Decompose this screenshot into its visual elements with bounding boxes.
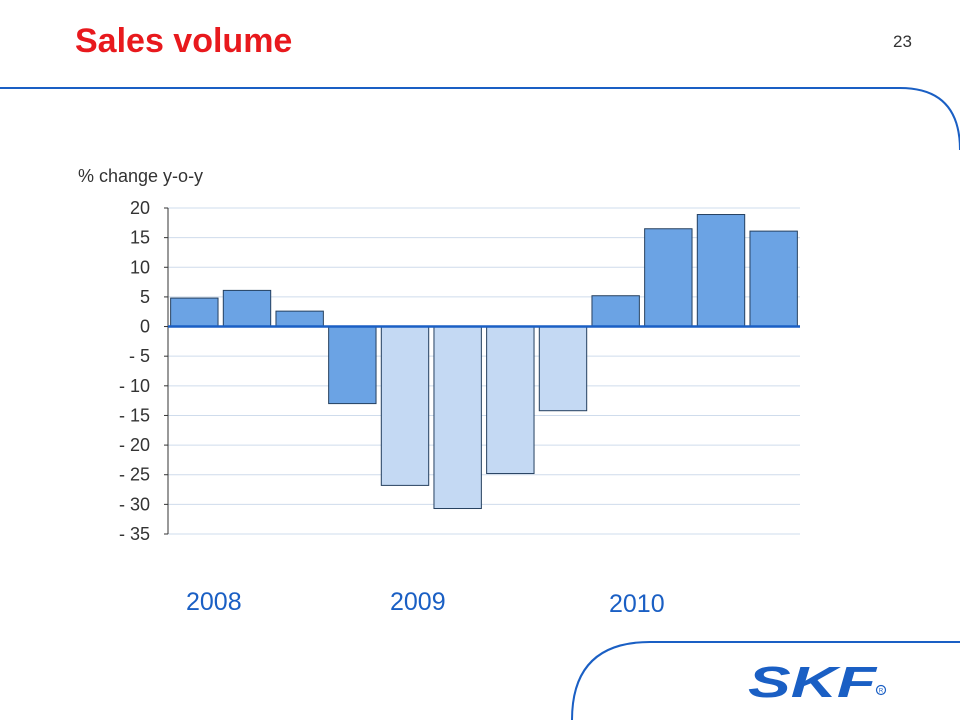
page-title: Sales volume bbox=[75, 22, 293, 60]
bar bbox=[380, 326, 430, 486]
registered-mark-letter: R bbox=[879, 689, 884, 695]
bar bbox=[696, 214, 746, 328]
y-tick-label: - 15 bbox=[119, 405, 150, 425]
y-tick-label: - 30 bbox=[119, 494, 150, 514]
year-label-2010: 2010 bbox=[609, 590, 665, 618]
y-tick-label: 15 bbox=[130, 228, 150, 248]
registered-mark-icon bbox=[875, 684, 887, 696]
bars bbox=[170, 214, 798, 510]
y-tick-label: - 35 bbox=[119, 524, 150, 544]
y-tick-label: - 20 bbox=[119, 435, 150, 455]
y-tick-label: 10 bbox=[130, 257, 150, 277]
year-label-2008: 2008 bbox=[186, 588, 242, 616]
y-tick-labels: 20 15 10 5 0 - 5 - 10 - 15 - 20 - 25 - 30 - 35 bbox=[119, 198, 150, 544]
y-tick-label: 5 bbox=[140, 287, 150, 307]
bar bbox=[644, 228, 693, 328]
bar bbox=[749, 230, 798, 328]
page-number: 23 bbox=[893, 32, 912, 51]
bar bbox=[433, 326, 482, 510]
bar bbox=[486, 326, 535, 475]
year-label-2009: 2009 bbox=[390, 588, 446, 616]
y-tick-label: - 10 bbox=[119, 376, 150, 396]
bottom-frame-line bbox=[571, 641, 960, 720]
gridlines bbox=[168, 207, 800, 535]
y-tick-label: 0 bbox=[140, 317, 150, 337]
bar bbox=[538, 326, 588, 412]
skf-logo-text: SKF bbox=[748, 658, 878, 707]
bar bbox=[328, 326, 377, 405]
y-tick-label: - 25 bbox=[119, 465, 150, 485]
top-frame-line bbox=[0, 87, 960, 151]
y-tick-label: 20 bbox=[130, 198, 150, 218]
y-tick-label: - 5 bbox=[129, 346, 150, 366]
axes bbox=[164, 207, 800, 535]
y-axis-label: % change y-o-y bbox=[78, 166, 204, 186]
bar bbox=[591, 295, 640, 328]
